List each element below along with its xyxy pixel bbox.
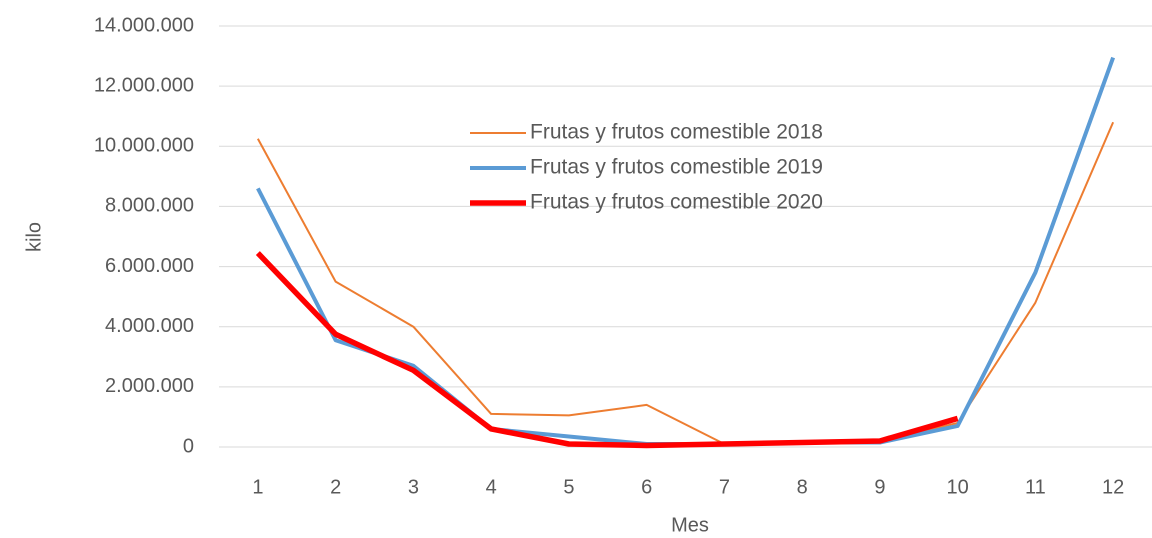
x-axis-label: Mes bbox=[671, 514, 709, 536]
y-tick-label: 4.000.000 bbox=[105, 315, 194, 337]
y-tick-label: 14.000.000 bbox=[94, 14, 194, 36]
x-tick-label: 9 bbox=[874, 476, 885, 498]
x-tick-label: 3 bbox=[408, 476, 419, 498]
x-tick-label: 10 bbox=[947, 476, 969, 498]
x-tick-label: 11 bbox=[1025, 476, 1046, 498]
x-tick-label: 2 bbox=[330, 476, 341, 498]
y-axis-label: kilo bbox=[23, 222, 45, 252]
legend-label: Frutas y frutos comestible 2019 bbox=[530, 156, 823, 179]
legend-label: Frutas y frutos comestible 2020 bbox=[530, 191, 823, 214]
series-line bbox=[255, 251, 959, 449]
x-tick-label: 4 bbox=[486, 476, 497, 498]
x-tick-label: 12 bbox=[1102, 476, 1124, 498]
y-tick-label: 10.000.000 bbox=[94, 135, 194, 157]
y-tick-label: 0 bbox=[183, 435, 194, 457]
x-tick-label: 7 bbox=[719, 476, 730, 498]
x-tick-label: 8 bbox=[797, 476, 808, 498]
x-tick-label: 6 bbox=[641, 476, 652, 498]
x-tick-label: 1 bbox=[252, 476, 263, 498]
y-tick-label: 6.000.000 bbox=[105, 255, 194, 277]
y-tick-label: 8.000.000 bbox=[105, 195, 194, 217]
legend-label: Frutas y frutos comestible 2018 bbox=[530, 121, 823, 144]
y-tick-label: 12.000.000 bbox=[94, 74, 194, 96]
y-tick-label: 2.000.000 bbox=[105, 375, 194, 397]
series-line bbox=[256, 56, 1116, 446]
x-tick-label: 5 bbox=[563, 476, 574, 498]
